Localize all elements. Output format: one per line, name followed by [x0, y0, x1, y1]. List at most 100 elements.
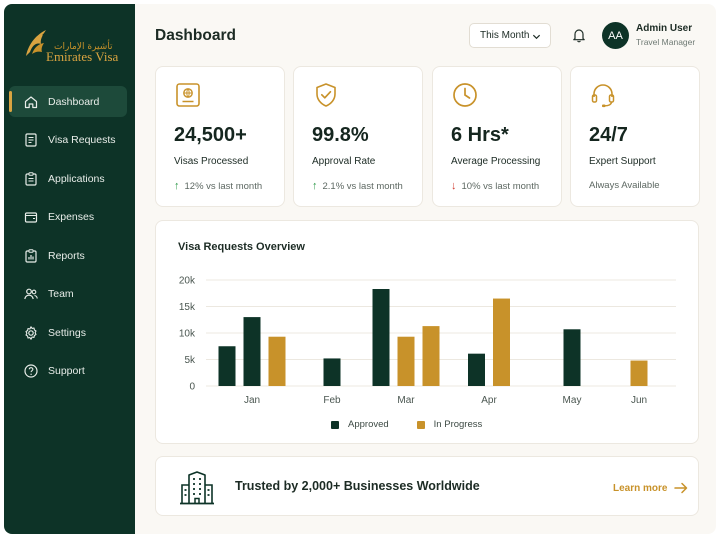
- legend-label: In Progress: [433, 419, 483, 430]
- users-icon: [24, 288, 38, 300]
- user-role: Travel Manager: [636, 37, 696, 47]
- legend-item-in-progress: In Progress: [416, 419, 483, 430]
- brand-arabic-name: تأشيرة الإمارات: [54, 42, 113, 52]
- sidebar-item-label: Support: [48, 365, 85, 377]
- sidebar-item-reports[interactable]: Reports: [9, 240, 127, 271]
- x-tick-label: Jan: [244, 395, 260, 406]
- stat-value: 24,500+: [174, 124, 247, 146]
- bell-icon[interactable]: [571, 27, 587, 43]
- home-icon: [24, 95, 38, 108]
- stat-card-visas-processed: 24,500+ Visas Processed ↑ 12% vs last mon…: [155, 66, 285, 207]
- chart-legend: Approved In Progress: [331, 419, 510, 430]
- period-select-value: This Month: [480, 30, 530, 41]
- stat-label: Visas Processed: [174, 156, 249, 167]
- sidebar-item-support[interactable]: Support: [9, 356, 127, 387]
- y-tick-label: 10k: [179, 329, 196, 340]
- sidebar-item-applications[interactable]: Applications: [9, 163, 127, 194]
- stat-trend-text: 12% vs last month: [184, 180, 263, 192]
- y-tick-label: 15k: [179, 302, 196, 313]
- bar-in-progress: [422, 326, 440, 386]
- sidebar-item-label: Team: [48, 288, 74, 300]
- stat-card-expert-support: 24/7 Expert Support Always Available: [570, 66, 700, 207]
- passport-icon: [176, 83, 200, 107]
- legend-swatch: [416, 420, 425, 429]
- clipboard-icon: [25, 171, 37, 186]
- sidebar: تأشيرة الإمارات Emirates Visa Dashboard …: [4, 4, 135, 534]
- sidebar-item-label: Reports: [48, 249, 85, 262]
- stat-label: Expert Support: [589, 156, 656, 167]
- stat-trend-text: 2.1% vs last month: [322, 180, 403, 192]
- sidebar-nav: Dashboard Visa Requests Applications Exp…: [9, 86, 127, 394]
- bar-approved: [243, 317, 261, 386]
- bar-in-progress: [630, 360, 648, 386]
- stat-value: 6 Hrs*: [451, 124, 509, 146]
- bar-approved: [468, 353, 485, 386]
- stat-trend: ↓ 10% vs last month: [451, 180, 539, 192]
- falcon-logo-icon: [26, 30, 46, 56]
- sidebar-item-visa-requests[interactable]: Visa Requests: [9, 125, 127, 156]
- sidebar-item-team[interactable]: Team: [9, 279, 127, 310]
- y-tick-label: 0: [189, 382, 195, 393]
- x-tick-label: Jun: [631, 395, 647, 406]
- legend-item-approved: Approved: [331, 419, 389, 430]
- learn-more-label: Learn more: [613, 482, 668, 494]
- y-tick-label: 5k: [184, 355, 196, 366]
- sidebar-item-dashboard[interactable]: Dashboard: [9, 86, 127, 117]
- stat-value: 99.8%: [312, 124, 369, 146]
- sidebar-item-label: Expenses: [48, 211, 95, 223]
- shield-check-icon: [316, 83, 336, 107]
- wallet-icon: [24, 212, 38, 223]
- visa-requests-bar-chart: 0 5k 10k 15k 20k Jan Feb Mar Apr May Jun: [179, 276, 676, 406]
- y-tick-label: 20k: [179, 276, 196, 287]
- period-select[interactable]: This Month: [469, 23, 551, 48]
- sidebar-item-label: Visa Requests: [48, 134, 116, 146]
- legend-swatch: [331, 420, 339, 429]
- document-list-icon: [25, 133, 37, 147]
- help-circle-icon: [24, 364, 38, 378]
- stat-trend-text: Always Available: [589, 180, 660, 191]
- main-content: Dashboard This Month AA Admin User Trave…: [135, 4, 716, 534]
- x-tick-label: Apr: [481, 395, 497, 406]
- stat-card-average-processing: 6 Hrs* Average Processing ↓ 10% vs last m…: [432, 66, 562, 207]
- bar-approved: [563, 329, 581, 386]
- stat-card-approval-rate: 99.8% Approval Rate ↑ 2.1% vs last month: [293, 66, 423, 207]
- arrow-up-icon: ↑: [312, 180, 318, 192]
- clock-icon: [453, 83, 477, 107]
- bar-in-progress: [493, 298, 510, 386]
- bar-approved: [372, 289, 390, 386]
- stat-trend: ↑ 12% vs last month: [174, 180, 262, 192]
- stat-value: 24/7: [589, 124, 628, 146]
- stat-trend: ↑ 2.1% vs last month: [312, 180, 403, 192]
- headset-icon: [591, 84, 615, 108]
- stat-trend-text: 10% vs last month: [461, 180, 540, 192]
- stat-trend: Always Available: [589, 180, 660, 191]
- bar-approved: [323, 358, 341, 386]
- avatar[interactable]: AA: [602, 22, 629, 49]
- user-name[interactable]: Admin User: [636, 23, 693, 34]
- arrow-up-icon: ↑: [174, 180, 180, 192]
- arrow-down-icon: ↓: [451, 180, 457, 192]
- trust-banner: Trusted by 2,000+ Businesses Worldwide L…: [155, 456, 699, 516]
- sidebar-item-label: Settings: [48, 326, 86, 339]
- x-tick-label: Feb: [323, 395, 341, 406]
- chart-title: Visa Requests Overview: [178, 241, 305, 253]
- bar-approved: [218, 346, 236, 386]
- page-title: Dashboard: [155, 27, 236, 44]
- chevron-down-icon: [532, 34, 541, 40]
- stat-label: Approval Rate: [312, 156, 376, 167]
- brand-name: Emirates Visa: [46, 49, 119, 64]
- office-building-icon: [180, 471, 214, 505]
- gear-icon: [25, 325, 37, 340]
- sidebar-item-settings[interactable]: Settings: [9, 317, 127, 348]
- sidebar-item-label: Dashboard: [48, 95, 100, 108]
- stat-label: Average Processing: [451, 156, 541, 167]
- learn-more-link[interactable]: Learn more: [613, 482, 688, 494]
- sidebar-item-label: Applications: [48, 172, 105, 185]
- chart-card: Visa Requests Overview 0 5k 10k 15k 20k Jan Fe…: [155, 220, 699, 444]
- brand-logo[interactable]: تأشيرة الإمارات Emirates Visa: [22, 24, 122, 72]
- report-clipboard-icon: [25, 248, 37, 263]
- x-tick-label: Mar: [397, 395, 415, 406]
- sidebar-item-expenses[interactable]: Expenses: [9, 202, 127, 233]
- x-tick-label: May: [563, 395, 582, 406]
- bar-in-progress: [268, 336, 286, 386]
